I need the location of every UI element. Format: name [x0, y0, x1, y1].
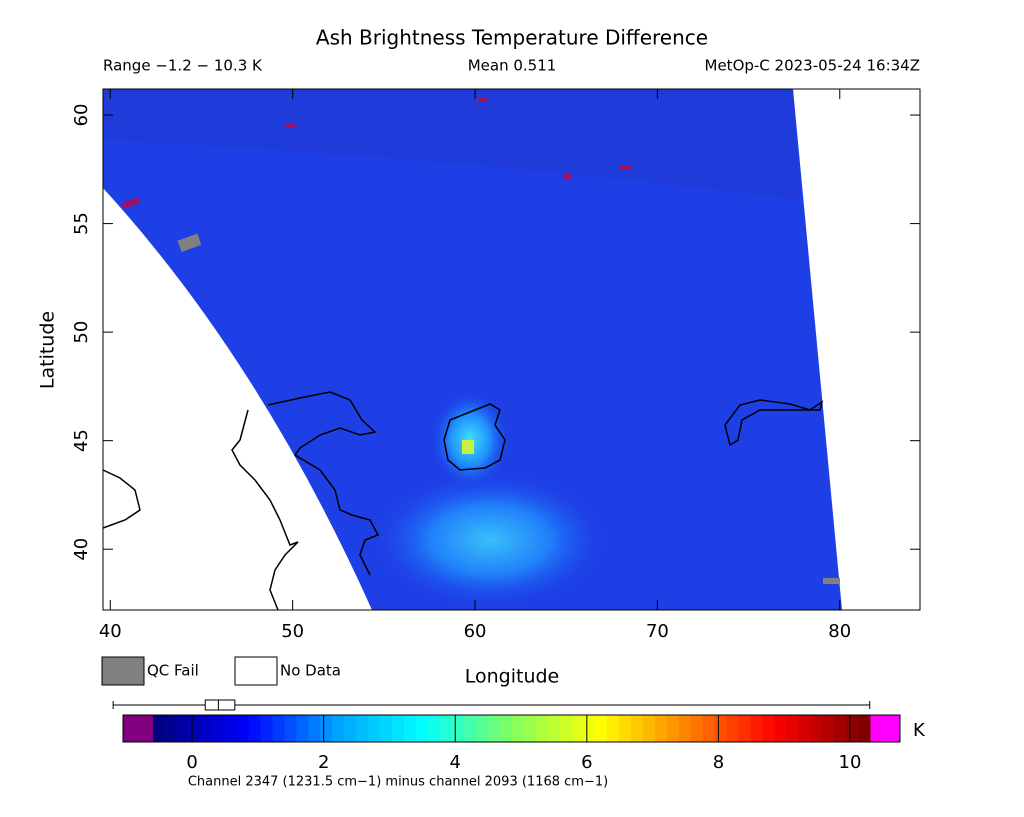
- colorbar-unit: K: [913, 720, 926, 741]
- colorbar-frame: [122, 714, 901, 743]
- colorbar-segment: [798, 715, 811, 742]
- colorbar-segment: [451, 715, 465, 742]
- legend-swatch: [234, 656, 278, 686]
- box: [204, 699, 236, 711]
- colorbar-tick-label: 8: [713, 752, 724, 773]
- y-axis-label: Latitude: [37, 311, 59, 389]
- colorbar-under: [123, 715, 153, 742]
- x-axis-label: Longitude: [465, 666, 560, 688]
- colorbar-segment: [631, 715, 644, 742]
- colorbar-segment: [654, 715, 668, 742]
- colorbar-tick-label: 4: [450, 752, 461, 773]
- footer: Channel 2347 (1231.5 cm−1) minus channel…: [188, 775, 608, 790]
- x-tick-label: 60: [464, 621, 487, 642]
- x-tick-label: 80: [828, 621, 851, 642]
- colorbar-segment: [356, 715, 369, 742]
- y-tick-label: 45: [71, 429, 92, 452]
- colorbar-segment: [559, 715, 572, 742]
- legend-swatch: [101, 656, 145, 686]
- colorbar-segment: [320, 715, 333, 742]
- legend-label: QC Fail: [147, 662, 199, 680]
- colorbar-segment: [499, 715, 512, 742]
- colorbar-segment: [786, 715, 799, 742]
- y-tick-label: 40: [71, 538, 92, 561]
- coastline: [102, 391, 824, 611]
- colorbar-segment: [284, 715, 297, 742]
- colorbar-segment: [607, 715, 620, 742]
- colorbar-segment: [188, 715, 202, 742]
- colorbar-segment: [463, 715, 477, 742]
- colorbar-segment: [846, 715, 859, 742]
- x-tick-label: 70: [646, 621, 669, 642]
- colorbar-tick-label: 0: [186, 752, 197, 773]
- colorbar-segment: [415, 715, 429, 742]
- colorbar-segment: [153, 715, 166, 742]
- y-tick-label: 50: [71, 321, 92, 344]
- colorbar-segment: [810, 715, 823, 742]
- colorbar-segment: [224, 715, 238, 742]
- colorbar-segment: [762, 715, 775, 742]
- colorbar-segment: [858, 715, 871, 742]
- colorbar-tick-label: 6: [581, 752, 592, 773]
- colorbar-segment: [248, 715, 262, 742]
- range: Range −1.2 − 10.3 K: [103, 57, 263, 75]
- colorbar-segment: [726, 715, 740, 742]
- colorbar-segment: [535, 715, 548, 742]
- colorbar-segment: [547, 715, 560, 742]
- colorbar-segment: [571, 715, 584, 742]
- colorbar-segment: [344, 715, 357, 742]
- colorbar-segment: [176, 715, 190, 742]
- colorbar-segment: [403, 715, 417, 742]
- colorbar-segment: [308, 715, 321, 742]
- colorbar-segment: [368, 715, 381, 742]
- colorbar-segment: [164, 715, 178, 742]
- colorbar-segment: [487, 715, 501, 742]
- colorbar-segment: [774, 715, 787, 742]
- colorbar-segment: [666, 715, 680, 742]
- title: Ash Brightness Temperature Difference: [316, 26, 708, 50]
- legend-label: No Data: [280, 662, 341, 680]
- colorbar-segment: [834, 715, 847, 742]
- colorbar-segment: [714, 715, 728, 742]
- colorbar-segment: [738, 715, 751, 742]
- colorbar-segment: [523, 715, 536, 742]
- y-tick-label: 55: [71, 212, 92, 235]
- colorbar-segment: [678, 715, 692, 742]
- colorbar-segment: [511, 715, 524, 742]
- colorbar-segment: [296, 715, 309, 742]
- colorbar-segment: [439, 715, 453, 742]
- colorbar-segment: [690, 715, 704, 742]
- colorbar-segment: [380, 715, 393, 742]
- x-tick-label: 50: [281, 621, 304, 642]
- colorbar-segment: [822, 715, 835, 742]
- source: MetOp-C 2023-05-24 16:34Z: [705, 57, 920, 75]
- colorbar-segment: [702, 715, 716, 742]
- colorbar-segment: [332, 715, 345, 742]
- colorbar-segment: [236, 715, 250, 742]
- colorbar-segment: [427, 715, 441, 742]
- plot-frame: [102, 88, 921, 611]
- colorbar-segment: [200, 715, 214, 742]
- colorbar-segment: [260, 715, 273, 742]
- colorbar-segment: [642, 715, 656, 742]
- colorbar-segment: [212, 715, 226, 742]
- colorbar-segment: [595, 715, 608, 742]
- mean: Mean 0.511: [468, 57, 557, 75]
- colorbar-segment: [272, 715, 285, 742]
- x-tick-label: 40: [99, 621, 122, 642]
- colorbar-segment: [583, 715, 596, 742]
- colorbar-segment: [475, 715, 489, 742]
- colorbar-tick-label: 2: [318, 752, 329, 773]
- colorbar-segment: [619, 715, 632, 742]
- colorbar-tick-label: 10: [839, 752, 862, 773]
- y-tick-label: 60: [71, 104, 92, 127]
- colorbar-over: [870, 715, 900, 742]
- swath: [103, 89, 842, 610]
- colorbar-segment: [750, 715, 763, 742]
- colorbar-segment: [392, 715, 405, 742]
